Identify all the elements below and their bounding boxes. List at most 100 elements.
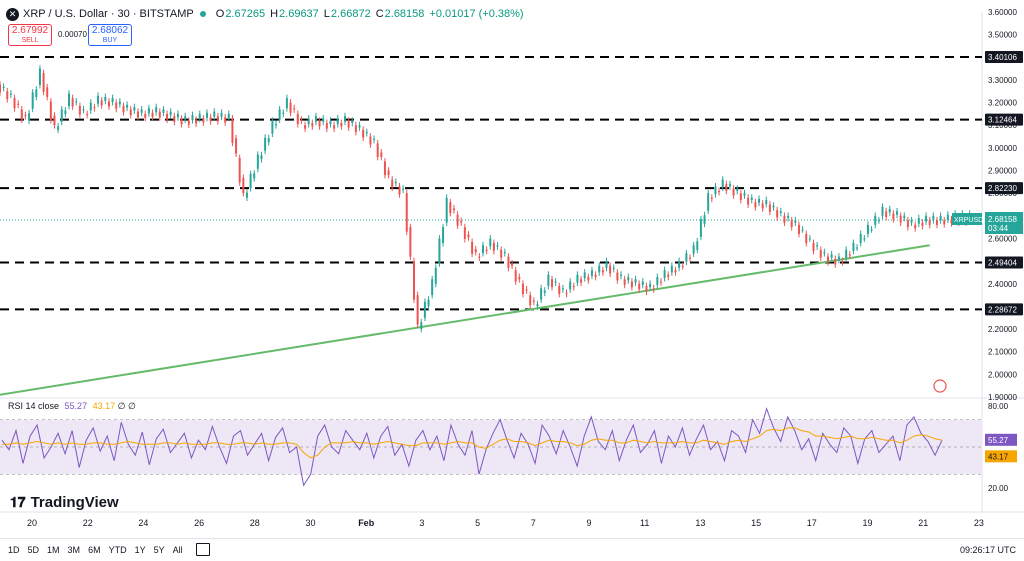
candle — [489, 238, 492, 247]
candle — [35, 89, 38, 97]
candle — [46, 87, 49, 97]
timeframe-6m[interactable]: 6M — [88, 545, 101, 555]
candle — [383, 161, 386, 176]
time-tick-label: 3 — [419, 518, 424, 528]
candle — [620, 274, 623, 276]
candle — [580, 279, 583, 283]
candle — [129, 109, 132, 116]
candle — [696, 241, 699, 250]
candle — [627, 276, 630, 281]
candle — [115, 102, 118, 109]
candle — [896, 211, 899, 215]
time-tick-label: 23 — [974, 518, 984, 528]
candle — [525, 289, 528, 291]
timeframe-ytd[interactable]: YTD — [108, 545, 127, 555]
candle — [827, 256, 830, 263]
timeframe-5d[interactable]: 5D — [27, 545, 40, 555]
tradingview-brand[interactable]: 𝟏𝟕 TradingView — [10, 494, 119, 511]
timeframe-1y[interactable]: 1Y — [134, 545, 146, 555]
level-label-bg — [985, 182, 1023, 195]
rsi-legend[interactable]: RSI 14 close 55.27 43.17 ∅ ∅ — [8, 401, 136, 412]
candle — [768, 204, 771, 212]
candle — [950, 219, 953, 224]
price-tick-label: 3.10000 — [988, 121, 1017, 130]
high-label: H — [270, 8, 279, 20]
time-tick-label: 21 — [918, 518, 928, 528]
candle — [155, 107, 158, 113]
sell-label: SELL — [21, 37, 39, 44]
candle — [561, 288, 564, 290]
high-value: 2.69637 — [279, 8, 319, 20]
candle — [703, 215, 706, 224]
candle — [718, 190, 721, 193]
sell-button[interactable]: 2.67992 SELL — [8, 24, 52, 46]
candle — [387, 170, 390, 176]
timeframe-all[interactable]: All — [172, 545, 183, 555]
candle — [100, 100, 103, 106]
candle — [765, 199, 768, 204]
rsi-line — [1, 407, 943, 487]
timeframe-5y[interactable]: 5Y — [153, 545, 165, 555]
candle — [253, 173, 256, 179]
candle — [482, 245, 485, 254]
candle — [314, 116, 317, 122]
candle — [235, 138, 238, 154]
candle — [318, 120, 321, 127]
candle — [434, 267, 437, 284]
candle — [885, 211, 888, 217]
candle — [2, 86, 5, 88]
calendar-icon[interactable] — [196, 543, 210, 556]
candle — [823, 252, 826, 254]
candle — [111, 98, 114, 103]
timeframe-3m[interactable]: 3M — [67, 545, 81, 555]
candle — [743, 193, 746, 196]
candle — [554, 281, 557, 283]
candle — [721, 179, 724, 188]
candle — [794, 220, 797, 223]
candle — [325, 122, 328, 129]
candle — [605, 261, 608, 268]
candle — [427, 299, 430, 307]
price-tick-label: 2.60000 — [988, 234, 1017, 243]
candle — [877, 220, 880, 222]
utc-clock[interactable]: 09:26:17 UTC — [959, 545, 1016, 555]
level-label: 2.49404 — [988, 258, 1017, 267]
rsi-ma-bg — [985, 450, 1017, 463]
candle — [380, 152, 383, 157]
candle — [413, 261, 416, 300]
candle — [9, 93, 12, 95]
candle — [264, 137, 267, 151]
candle — [166, 113, 169, 120]
candle — [275, 124, 278, 126]
rsi-pane — [0, 407, 982, 487]
candle — [20, 109, 23, 120]
candle — [369, 136, 372, 145]
candle — [333, 125, 336, 129]
candle — [347, 120, 350, 128]
candle — [801, 229, 804, 231]
candle — [438, 238, 441, 264]
candle — [242, 177, 245, 194]
candle — [547, 274, 550, 287]
candle — [28, 113, 31, 121]
candle — [681, 265, 684, 267]
timeframe-1m[interactable]: 1M — [47, 545, 60, 555]
symbol-title[interactable]: XRP / U.S. Dollar · 30 · BITSTAMP — [23, 8, 194, 20]
candle — [463, 227, 466, 240]
price-tick-label: 2.00000 — [988, 370, 1017, 379]
candle — [881, 206, 884, 216]
timeframe-1d[interactable]: 1D — [8, 545, 20, 555]
candle — [536, 304, 539, 307]
time-tick-label: 19 — [862, 518, 872, 528]
level-label-bg — [985, 51, 1023, 64]
candle — [176, 113, 179, 118]
price-tick-label: 3.20000 — [988, 99, 1017, 108]
rsi-extra: ∅ ∅ — [117, 401, 136, 411]
buy-button[interactable]: 2.68062 BUY — [88, 24, 132, 46]
candle — [144, 113, 147, 118]
candle — [260, 155, 263, 160]
rsi-ma-line — [2, 427, 943, 459]
candle — [300, 119, 303, 121]
candle — [17, 103, 20, 105]
